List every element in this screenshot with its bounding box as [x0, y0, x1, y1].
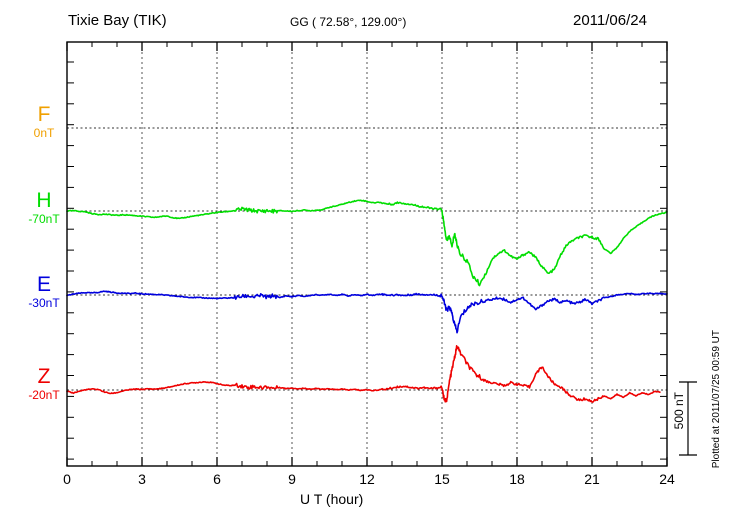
- component-letter-z: Z: [37, 365, 51, 388]
- component-baseline-z: -20nT: [28, 388, 60, 402]
- scale-bar: [679, 381, 697, 456]
- geographic-coordinates: GG ( 72.58°, 129.00°): [290, 15, 407, 29]
- x-tick-label-6: 6: [213, 471, 221, 487]
- component-label-f: F 0nT: [22, 104, 66, 140]
- x-tick-label-15: 15: [434, 471, 450, 487]
- x-tick-label-9: 9: [288, 471, 296, 487]
- component-label-z: Z -20nT: [22, 366, 66, 402]
- trace-lines: [66, 199, 668, 403]
- page-title: Tixie Bay (TIK): [68, 12, 167, 29]
- grid-lines: [141, 42, 593, 466]
- x-tick-label-12: 12: [359, 471, 375, 487]
- component-label-e: E -30nT: [22, 274, 66, 310]
- component-letter-h: H: [36, 189, 52, 212]
- x-tick-label-18: 18: [509, 471, 525, 487]
- component-letter-e: E: [36, 273, 51, 296]
- x-tick-label-0: 0: [63, 471, 71, 487]
- x-tick-label-21: 21: [584, 471, 600, 487]
- component-baseline-e: -30nT: [28, 296, 60, 310]
- axis-ticks: [66, 42, 668, 466]
- plot-frame: [66, 41, 668, 467]
- observation-date: 2011/06/24: [573, 12, 647, 29]
- component-label-h: H -70nT: [22, 190, 66, 226]
- component-letter-f: F: [37, 103, 51, 126]
- x-axis-title: U T (hour): [300, 491, 364, 507]
- plotted-at-timestamp: Plotted at 2011/07/25 00:59 UT: [711, 330, 722, 469]
- x-tick-label-24: 24: [659, 471, 675, 487]
- component-baseline-f: 0nT: [33, 126, 55, 140]
- component-baseline-h: -70nT: [28, 212, 60, 226]
- scale-bar-label: 500 nT: [672, 392, 686, 430]
- x-tick-label-3: 3: [138, 471, 146, 487]
